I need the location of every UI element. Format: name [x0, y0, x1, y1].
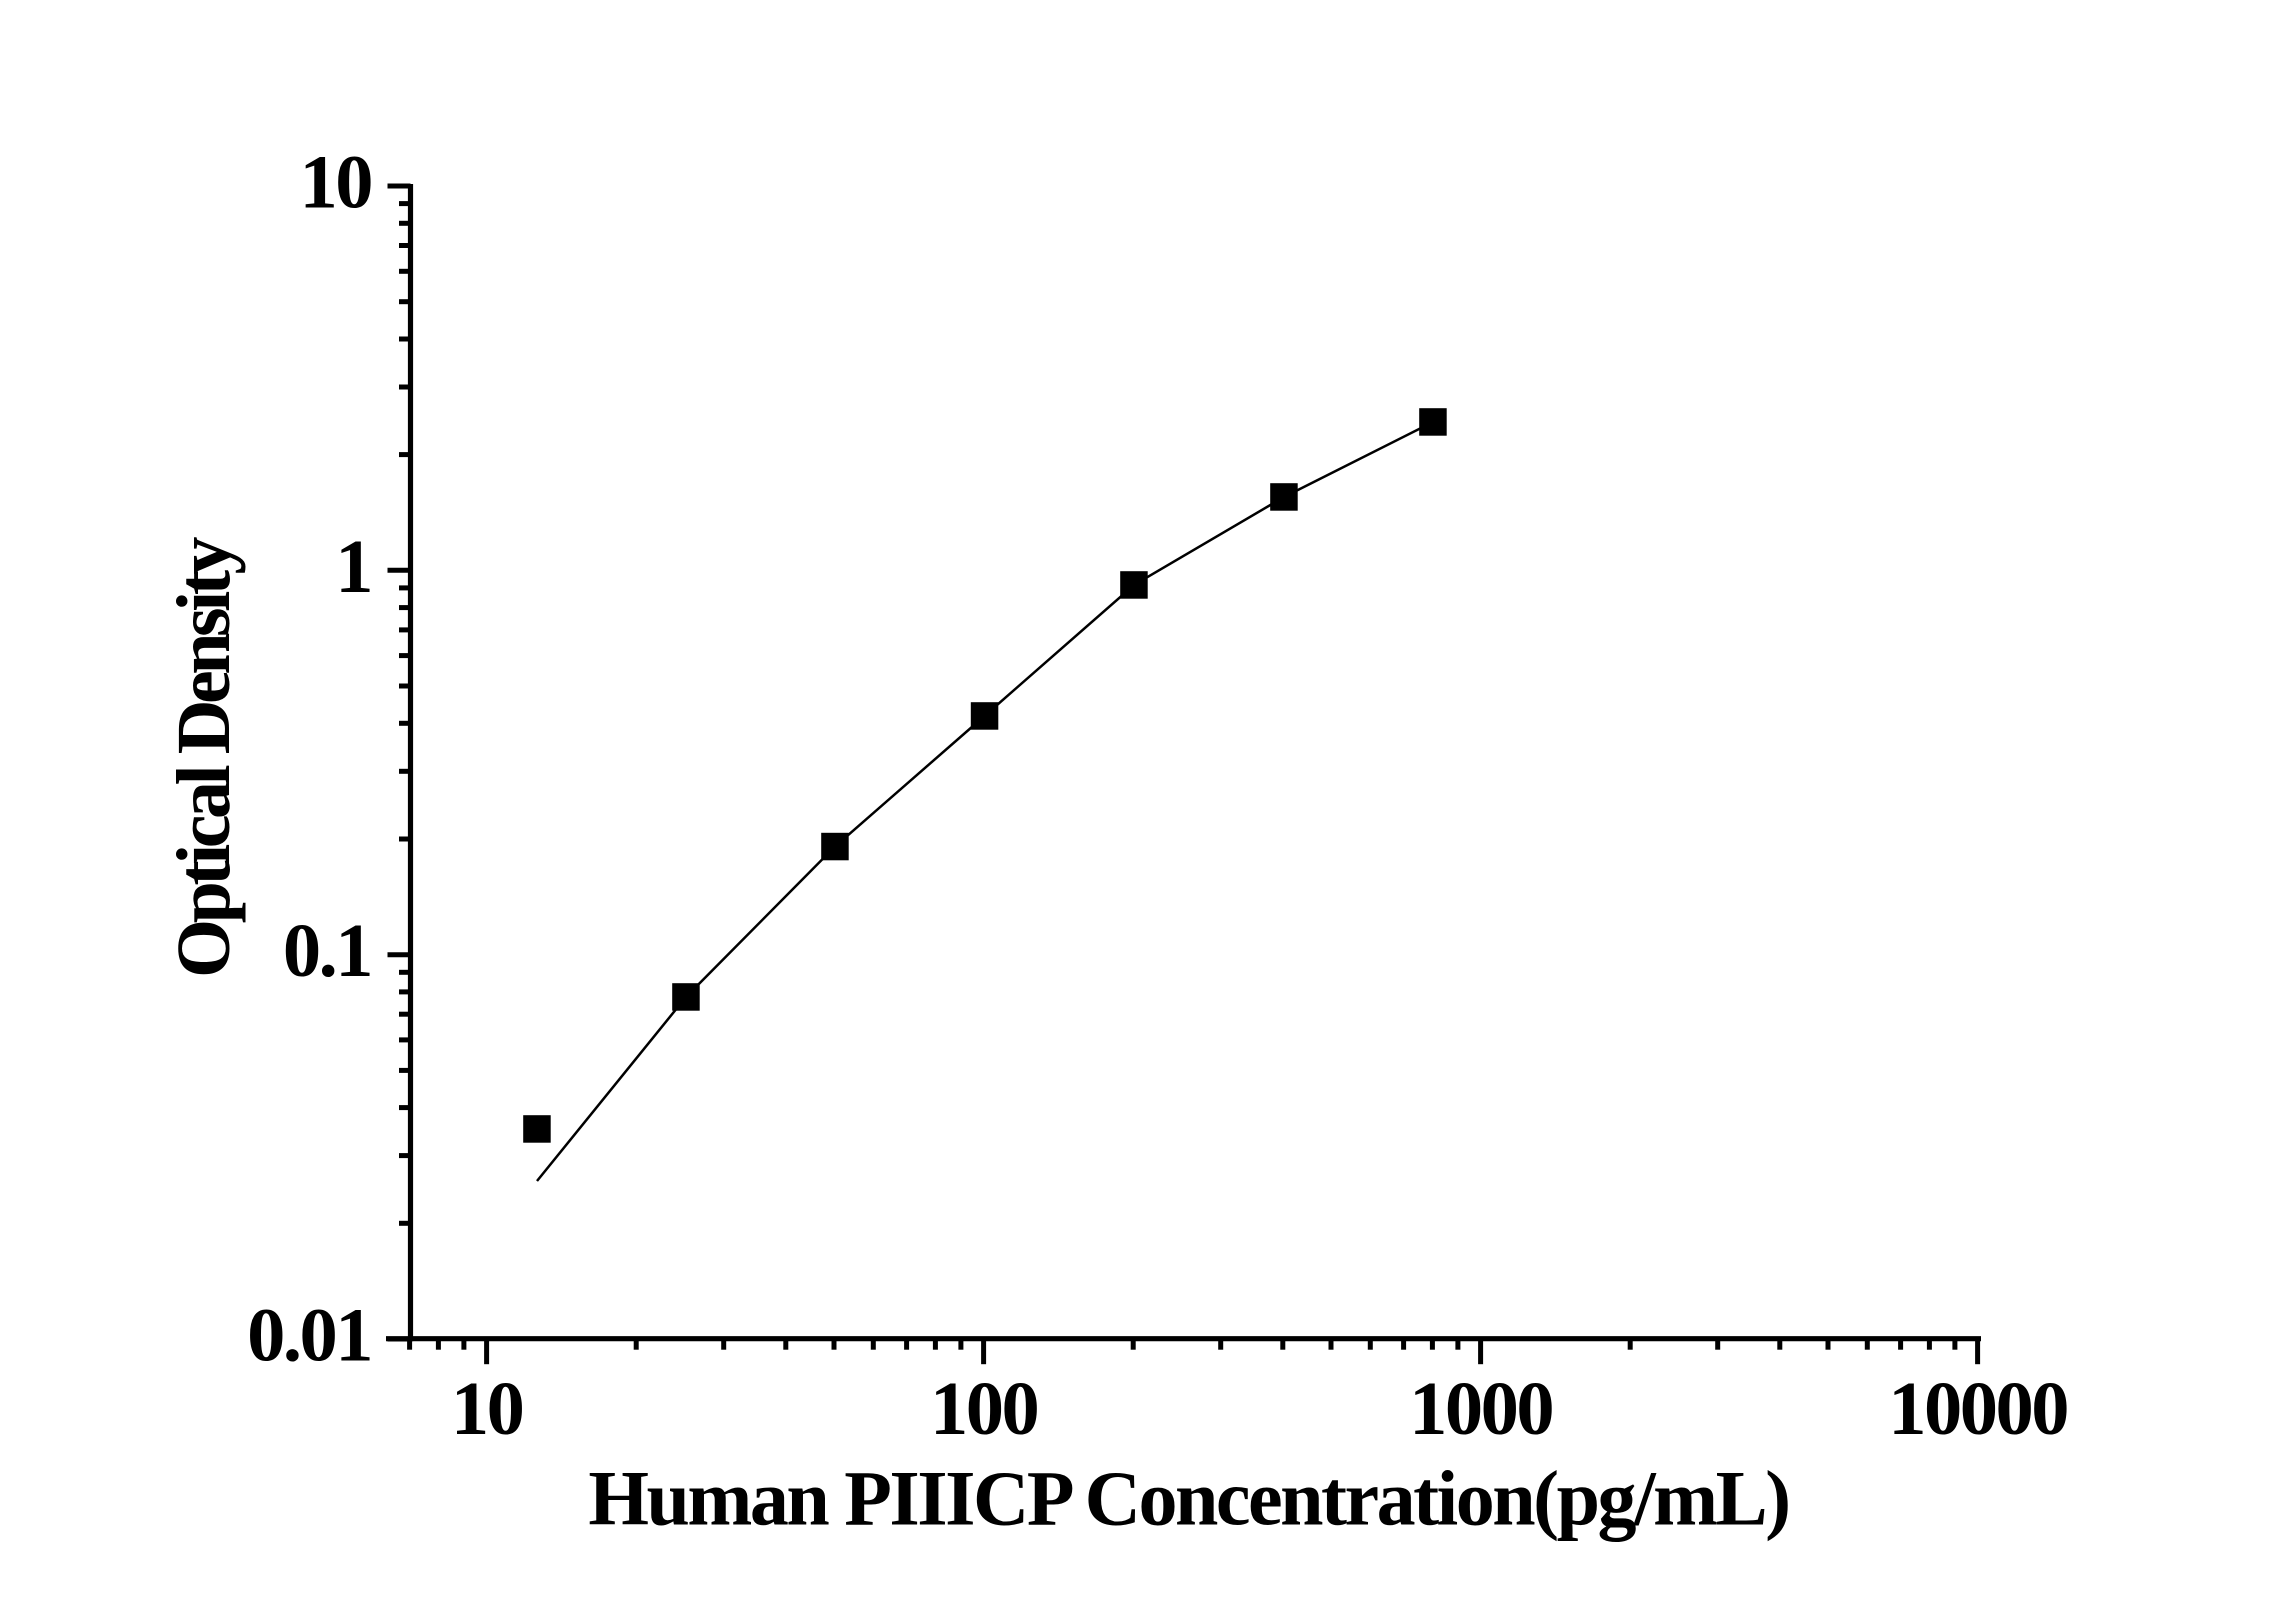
svg-text:10: 10 — [300, 140, 372, 225]
svg-text:Optical Density: Optical Density — [162, 536, 246, 978]
svg-text:1: 1 — [335, 524, 371, 609]
svg-text:0.1: 0.1 — [283, 908, 371, 993]
svg-text:1000: 1000 — [1409, 1366, 1552, 1451]
svg-text:100: 100 — [930, 1366, 1038, 1451]
svg-text:10000: 10000 — [1888, 1366, 2067, 1451]
svg-text:0.01: 0.01 — [247, 1293, 371, 1378]
svg-text:10: 10 — [451, 1366, 523, 1451]
svg-text:Human PIIICP Concentration(pg/: Human PIIICP Concentration(pg/mL) — [588, 1454, 1788, 1541]
